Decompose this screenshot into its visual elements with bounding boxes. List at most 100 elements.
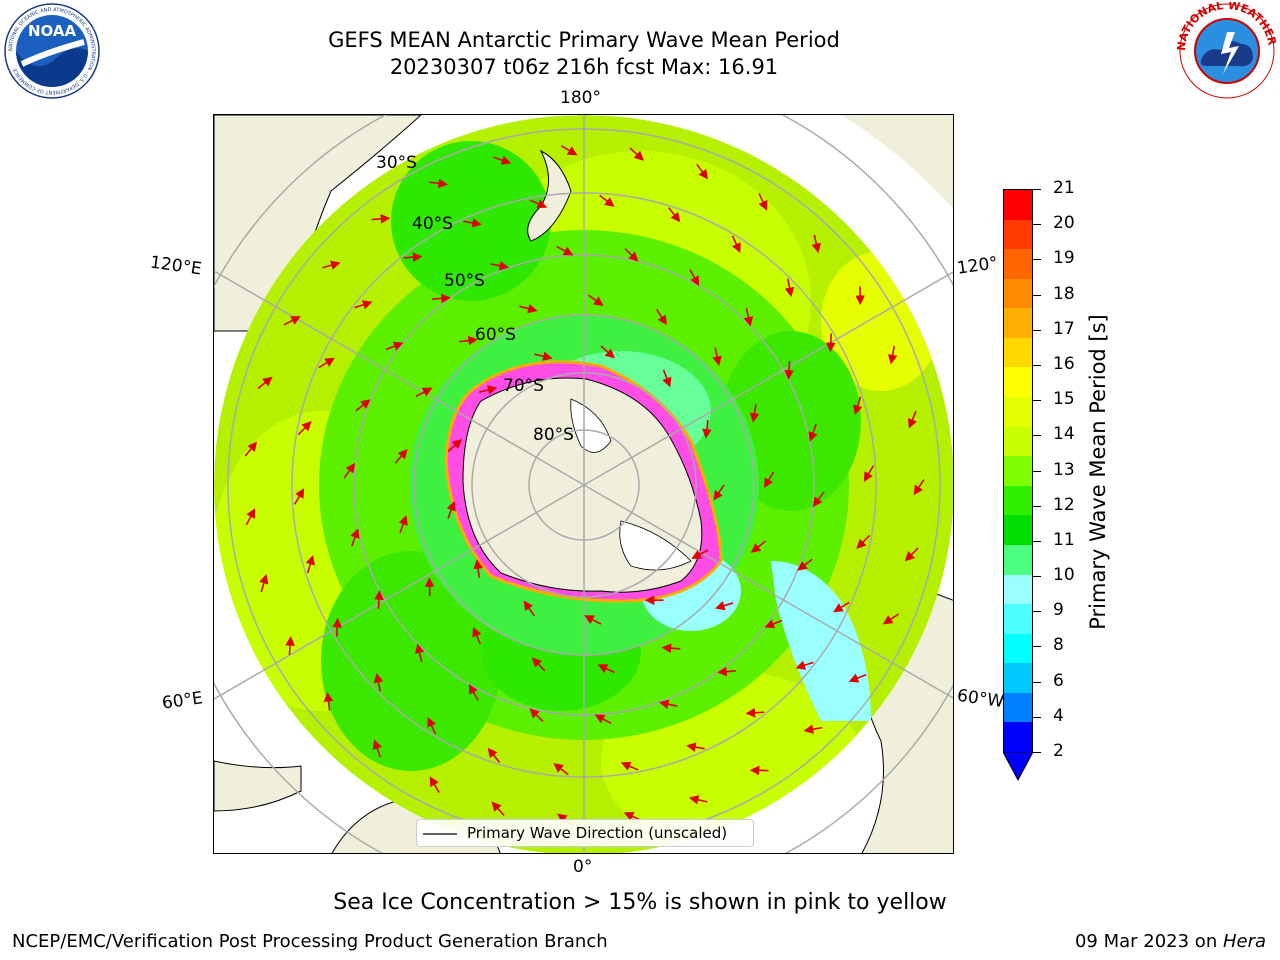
colorbar-tick-label: 15 (1053, 389, 1075, 410)
colorbar-band (1004, 692, 1032, 723)
wave-direction-arrow (584, 615, 602, 625)
wave-direction-arrow (429, 178, 449, 189)
wave-direction-arrow (293, 488, 305, 505)
wave-direction-arrow (600, 345, 615, 359)
colorbar-tick-label: 8 (1053, 635, 1064, 656)
wave-direction-arrow (882, 613, 900, 625)
colorbar-band (1004, 308, 1032, 339)
wave-direction-arrow (904, 547, 919, 562)
colorbar-tick-mark (1033, 224, 1041, 226)
colorbar-tick-mark (1033, 189, 1041, 190)
wave-direction-arrow (686, 742, 705, 752)
wave-direction-arrow (415, 387, 433, 398)
wave-direction-arrow (374, 590, 384, 609)
chart-subtitle-forecast: 20230307 t06z 216h fcst Max: 16.91 (389, 55, 779, 79)
colorbar-title: Primary Wave Mean Period [s] (1086, 314, 1110, 630)
colorbar-tick-label: 20 (1053, 213, 1075, 234)
colorbar-tick-label: 6 (1053, 670, 1064, 691)
colorbar-tick-label: 9 (1053, 600, 1064, 621)
wave-direction-arrow (343, 462, 356, 479)
wave-direction-arrow (354, 300, 373, 310)
colorbar-tick-label: 10 (1053, 565, 1075, 586)
wave-direction-arrow (587, 294, 604, 307)
wave-direction-arrow (244, 441, 258, 457)
lon-label-0: 0° (573, 857, 593, 877)
colorbar-tick-label: 19 (1053, 248, 1075, 269)
lat-label-50s: 50°S (444, 271, 485, 291)
wave-direction-arrow (749, 404, 760, 423)
colorbar-tick-mark (1033, 646, 1041, 648)
lon-label-120w: 120° (955, 253, 1000, 279)
colorbar-band (1004, 485, 1032, 516)
wave-direction-arrow (534, 351, 553, 361)
wave-direction-arrow (257, 376, 273, 390)
wave-direction-arrow (597, 664, 615, 674)
polar-map-svg (214, 115, 953, 853)
wave-direction-arrow (529, 199, 548, 209)
lon-label-60w: 60°W (955, 685, 1006, 713)
wave-direction-arrow (745, 708, 765, 718)
wave-direction-arrow (245, 508, 256, 526)
wave-direction-arrow (825, 333, 836, 353)
lat-label-70s: 70°S (503, 376, 544, 396)
wave-direction-arrow (305, 554, 315, 574)
wave-direction-arrow (743, 308, 754, 327)
lat-label-40s: 40°S (412, 214, 453, 234)
colorbar-tick-mark (1033, 716, 1041, 718)
colorbar-tick-mark (1033, 681, 1041, 683)
polar-map: 30°S 40°S 50°S 60°S 70°S 80°S Primary Wa… (213, 114, 954, 854)
wave-direction-arrow (688, 795, 708, 805)
colorbar-tick-label: 11 (1053, 529, 1075, 550)
map-legend: Primary Wave Direction (unscaled) (416, 819, 754, 847)
colorbar-tick-label: 16 (1053, 353, 1075, 374)
legend-line (423, 833, 457, 835)
wave-direction-arrow (599, 194, 615, 207)
wave-direction-arrow (667, 207, 681, 223)
wave-direction-arrow (487, 747, 501, 763)
wave-direction-arrow (490, 261, 510, 271)
colorbar-tick-mark (1033, 752, 1041, 753)
colorbar-band (1004, 604, 1032, 635)
colorbar-tick-mark (1033, 540, 1041, 542)
wave-direction-arrow (323, 691, 334, 711)
wave-direction-arrow (712, 347, 722, 366)
wave-direction-arrow (795, 660, 814, 670)
colorbar-tick-label: 18 (1053, 283, 1075, 304)
wave-direction-arrow (472, 626, 482, 645)
wave-direction-arrow (784, 278, 795, 298)
wave-direction-arrow (620, 761, 639, 771)
colorbar (1003, 189, 1033, 753)
wave-direction-arrow (731, 235, 741, 253)
colorbar-tick-label: 17 (1053, 318, 1075, 339)
colorbar-band (1004, 278, 1032, 309)
footer-host: Hera (1222, 931, 1266, 952)
wave-direction-arrow (696, 163, 709, 180)
lon-label-180: 180° (560, 88, 601, 108)
wave-direction-arrow (373, 672, 384, 692)
wave-direction-arrow (283, 316, 301, 326)
colorbar-band (1004, 544, 1032, 576)
colorbar-tick-mark (1033, 364, 1041, 366)
wave-direction-arrows (244, 145, 925, 826)
wave-direction-arrow (811, 234, 821, 254)
wave-direction-arrow (764, 471, 775, 489)
wave-direction-arrow (429, 776, 440, 794)
wave-direction-arrow (556, 245, 574, 256)
wave-direction-arrow (394, 448, 408, 464)
lon-label-60e: 60°E (160, 688, 205, 714)
wave-direction-arrow (463, 218, 482, 228)
wave-direction-arrow (385, 341, 404, 351)
colorbar-band (1004, 397, 1032, 428)
wave-direction-arrow (403, 252, 423, 262)
noaa-logo: NOAA NATIONAL OCEANIC AND ATMOSPHERIC AD… (2, 2, 102, 100)
wave-direction-arrow (629, 147, 645, 161)
wave-direction-arrow (322, 260, 341, 270)
wave-direction-arrow (758, 193, 768, 211)
wave-direction-arrow (808, 423, 818, 442)
wave-direction-arrow (908, 410, 917, 429)
colorbar-tick-mark (1033, 470, 1041, 472)
wave-direction-arrow (427, 717, 437, 735)
wave-direction-arrow (491, 801, 505, 817)
wave-direction-arrow (661, 643, 681, 653)
colorbar-band (1004, 515, 1032, 546)
